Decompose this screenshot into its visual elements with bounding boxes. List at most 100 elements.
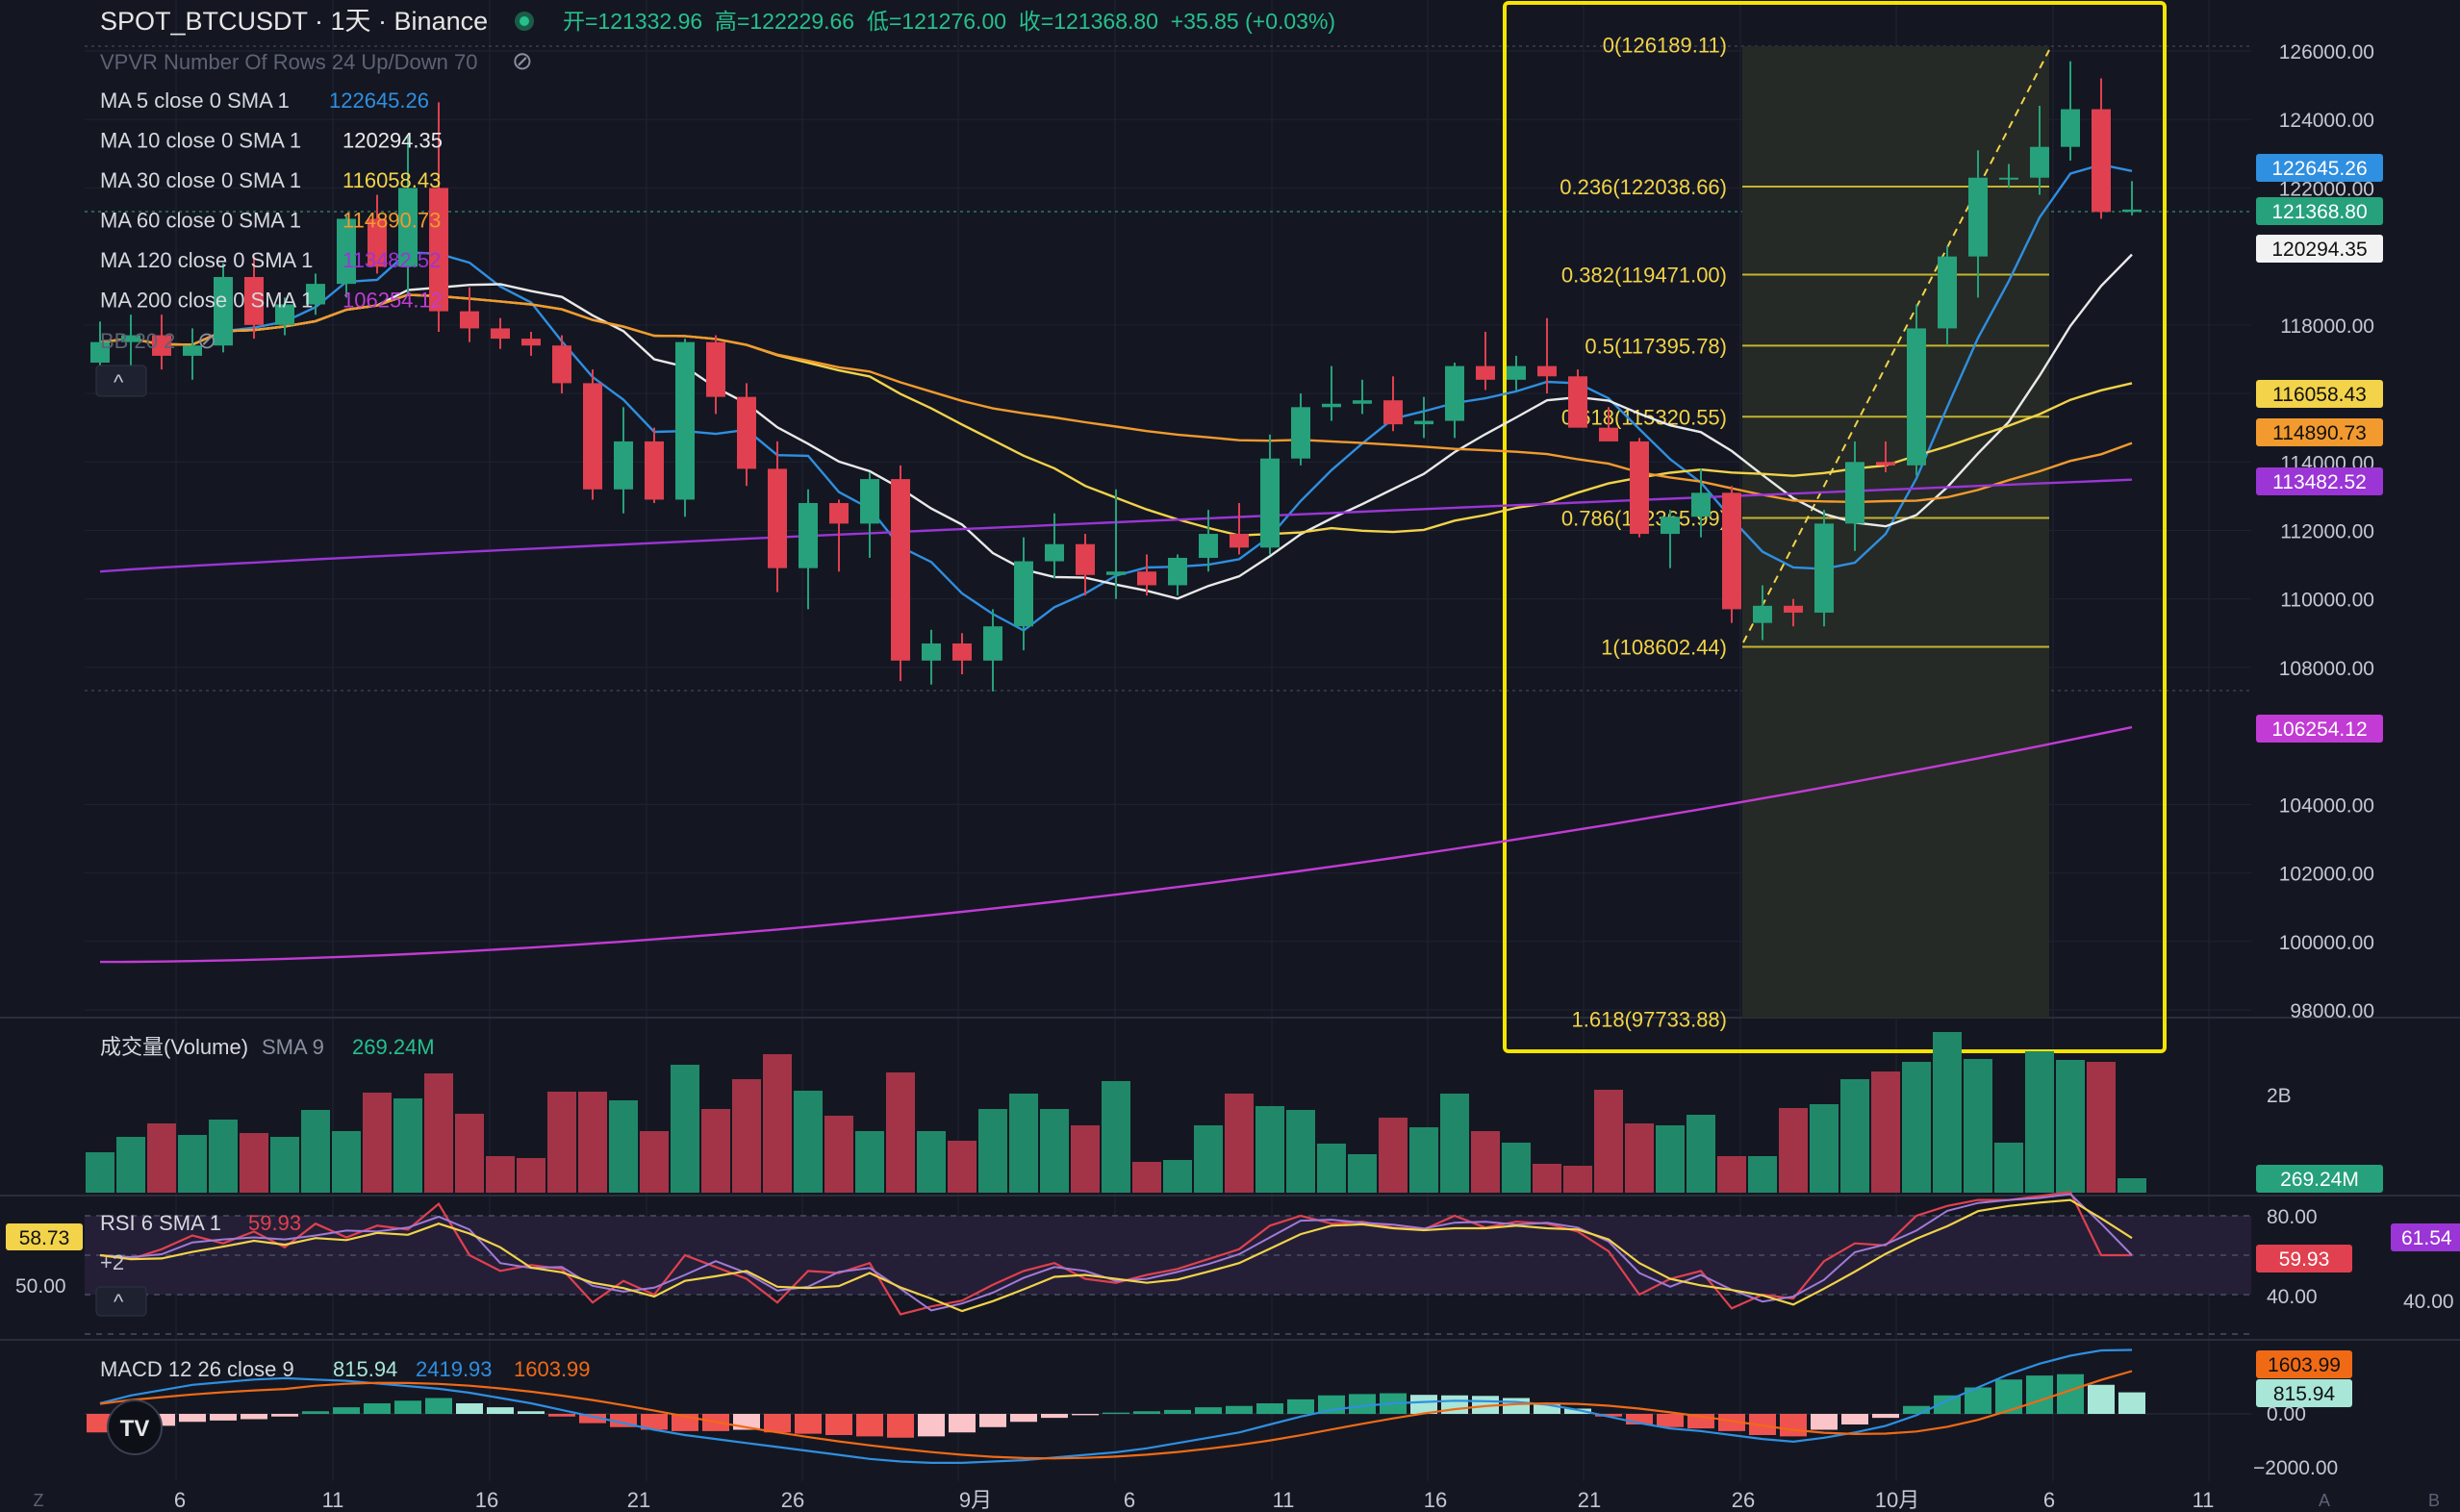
candle-body bbox=[768, 468, 787, 568]
macd-histogram-bar bbox=[1103, 1412, 1129, 1414]
macd-histogram-bar bbox=[302, 1411, 329, 1414]
macd-histogram-bar bbox=[2118, 1392, 2145, 1414]
volume-bar bbox=[2056, 1060, 2085, 1193]
ma-legend-label: MA 5 close 0 SMA 1 bbox=[100, 88, 290, 113]
fib-level-label: 0.382(119471.00) bbox=[1561, 263, 1727, 287]
price-badge-text: 114890.73 bbox=[2272, 422, 2367, 444]
candle-body bbox=[922, 643, 941, 661]
rsi-line bbox=[99, 1191, 2132, 1316]
volume-bar bbox=[1871, 1071, 1900, 1193]
macd-histogram-bar bbox=[1195, 1407, 1222, 1414]
macd-histogram-bar bbox=[795, 1414, 822, 1434]
volume-bar bbox=[671, 1065, 699, 1193]
candle-body bbox=[491, 328, 510, 340]
volume-bar bbox=[393, 1098, 422, 1193]
volume-bar bbox=[917, 1131, 946, 1193]
macd-histogram-bar bbox=[425, 1398, 452, 1414]
macd-histogram-bar bbox=[1780, 1414, 1807, 1437]
volume-badge-text: 269.24M bbox=[2280, 1169, 2359, 1191]
volume-bar bbox=[1317, 1144, 1346, 1193]
volume-bar bbox=[1286, 1110, 1315, 1193]
price-badge-text: 116058.43 bbox=[2272, 384, 2367, 406]
macd-histogram-bar bbox=[1010, 1414, 1037, 1423]
macd-histogram-bar bbox=[641, 1414, 668, 1430]
vpvr-label[interactable]: VPVR Number Of Rows 24 Up/Down 70 bbox=[100, 50, 478, 74]
candle-body bbox=[1876, 462, 1895, 466]
volume-bar bbox=[1902, 1062, 1931, 1193]
macd-histogram-bar bbox=[518, 1411, 545, 1414]
volume-bar bbox=[1225, 1094, 1254, 1193]
candle-body bbox=[952, 643, 972, 661]
candle-body bbox=[829, 503, 849, 524]
macd-histogram-bar bbox=[918, 1414, 945, 1437]
macd-histogram-bar bbox=[271, 1414, 298, 1417]
macd-histogram-bar bbox=[1872, 1414, 1899, 1419]
macd-line-value: 2419.93 bbox=[416, 1357, 493, 1381]
time-tick-label: 11 bbox=[2193, 1488, 2215, 1512]
fib-level-label: 1(108602.44) bbox=[1601, 635, 1727, 659]
corner-label: B bbox=[2428, 1491, 2440, 1510]
price-badge bbox=[2256, 380, 2383, 408]
macd-histogram-bar bbox=[1841, 1414, 1868, 1424]
volume-axis-label: 2B bbox=[2267, 1085, 2292, 1107]
time-tick-label: 11 bbox=[322, 1488, 344, 1512]
rsi-tick-label: 40.00 bbox=[2267, 1286, 2318, 1308]
candle-body bbox=[675, 341, 695, 500]
time-tick-label: 6 bbox=[174, 1488, 186, 1512]
time-tick-label: 9月 bbox=[959, 1488, 992, 1512]
volume-bar bbox=[763, 1054, 792, 1193]
macd-histogram-bar bbox=[856, 1414, 883, 1437]
macd-histogram-bar bbox=[979, 1414, 1006, 1427]
time-tick-label: 21 bbox=[627, 1488, 650, 1512]
volume-bar bbox=[240, 1133, 268, 1193]
rsi-smooth-line bbox=[99, 1193, 2133, 1312]
ma-legend-value: 106254.12 bbox=[342, 289, 443, 313]
volume-bar bbox=[2025, 1051, 2054, 1193]
candle-body bbox=[429, 188, 448, 312]
bb-eye-hidden-icon[interactable]: ⊘ bbox=[197, 328, 216, 354]
macd-label: MACD 12 26 close 9 bbox=[100, 1357, 294, 1381]
price-badge-text: 122645.26 bbox=[2271, 158, 2367, 180]
volume-bar bbox=[1686, 1115, 1715, 1193]
ohlc-readout: 开=121332.96 高=122229.66 低=121276.00 收=12… bbox=[563, 9, 1335, 34]
price-badge bbox=[2256, 715, 2383, 743]
eye-hidden-icon[interactable]: ⊘ bbox=[512, 46, 533, 75]
volume-bar bbox=[1440, 1094, 1469, 1193]
price-badge bbox=[2256, 197, 2383, 225]
fib-level-label: 0.236(122038.66) bbox=[1560, 175, 1727, 199]
collapse-legend-button[interactable] bbox=[95, 365, 147, 397]
macd-histogram-bar bbox=[1041, 1414, 1068, 1419]
time-tick-label: 6 bbox=[1124, 1488, 1135, 1512]
candle-body bbox=[521, 339, 541, 346]
macd-histogram-bar bbox=[579, 1414, 606, 1424]
volume-bar bbox=[1194, 1125, 1223, 1193]
time-tick-label: 6 bbox=[2043, 1488, 2055, 1512]
candle-body bbox=[1722, 492, 1741, 610]
candle-body bbox=[1353, 400, 1372, 404]
volume-bar bbox=[270, 1137, 299, 1193]
volume-bar bbox=[1163, 1160, 1192, 1193]
macd-histogram-bar bbox=[210, 1414, 237, 1421]
volume-bar bbox=[2087, 1062, 2116, 1193]
volume-bar bbox=[701, 1109, 730, 1193]
candle-body bbox=[368, 218, 387, 267]
symbol-title[interactable]: SPOT_BTCUSDT · 1天 · Binance bbox=[100, 7, 488, 36]
bb-label[interactable]: BB 20 2 bbox=[100, 329, 175, 353]
macd-histogram-bar bbox=[1072, 1414, 1099, 1416]
candle-body bbox=[1322, 403, 1341, 408]
time-axis: 6 11 16 21 26 9月 6 11 16 21 26 10月 6 11 Z A B bbox=[34, 1488, 2441, 1512]
volume-bar bbox=[2118, 1178, 2146, 1193]
volume-bar bbox=[1840, 1079, 1869, 1193]
macd-histogram-bar bbox=[1903, 1405, 1930, 1414]
volume-bar bbox=[732, 1079, 761, 1193]
price-tick-label: 112000.00 bbox=[2280, 521, 2374, 543]
fib-zone-shade bbox=[1742, 46, 2049, 1018]
fib-trend-line bbox=[1742, 49, 2050, 643]
volume-bar bbox=[1071, 1125, 1100, 1193]
live-status-dot bbox=[520, 16, 529, 26]
fib-level-label: 0(126189.11) bbox=[1603, 33, 1727, 57]
corner-label: A bbox=[2319, 1491, 2330, 1510]
macd-histogram-bar bbox=[825, 1414, 852, 1435]
chevron-up-icon: ^ bbox=[114, 370, 124, 394]
